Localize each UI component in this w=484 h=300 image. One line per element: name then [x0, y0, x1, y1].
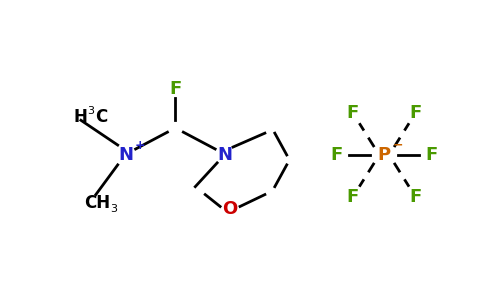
Text: 3: 3 — [110, 204, 117, 214]
Text: +: + — [134, 139, 145, 152]
Text: N: N — [218, 146, 233, 164]
Text: P: P — [378, 146, 391, 164]
Text: F: F — [330, 146, 343, 164]
Text: C: C — [95, 108, 107, 126]
Text: F: F — [169, 80, 182, 98]
Text: −: − — [393, 139, 403, 152]
Text: F: F — [410, 188, 422, 206]
Text: 3: 3 — [87, 106, 94, 116]
Text: F: F — [346, 104, 359, 122]
Text: H: H — [74, 108, 88, 126]
Text: N: N — [118, 146, 133, 164]
Text: CH: CH — [84, 194, 110, 211]
Text: F: F — [346, 188, 359, 206]
Text: F: F — [410, 104, 422, 122]
Text: O: O — [223, 200, 238, 218]
Text: F: F — [426, 146, 438, 164]
